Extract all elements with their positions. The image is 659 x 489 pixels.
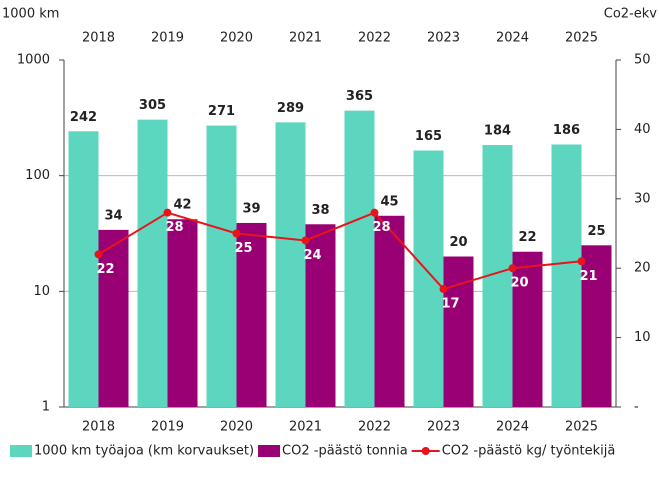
legend-label: 1000 km työajoa (km korvaukset): [34, 444, 254, 459]
bar-value-label: 38: [311, 203, 329, 218]
x-tick-label: 2023: [427, 420, 460, 435]
y2-tick-label: 20: [634, 261, 651, 276]
line-point: [94, 250, 103, 259]
line-point: [163, 208, 172, 217]
bar-value-label: 271: [208, 104, 235, 119]
y-tick-label: 1000: [17, 53, 50, 68]
line-point: [508, 264, 517, 273]
line-point: [301, 236, 310, 245]
x-top-label: 2018: [82, 31, 115, 46]
x-top-label: 2021: [289, 31, 322, 46]
line-value-label: 28: [372, 220, 390, 235]
bar: [443, 256, 474, 407]
line-value-label: 22: [96, 262, 114, 277]
legend-swatch: [258, 445, 281, 457]
line-value-label: 21: [579, 269, 597, 284]
y2-tick-label: -: [634, 400, 639, 415]
x-tick-label: 2018: [82, 420, 115, 435]
bar: [137, 119, 168, 407]
bar: [374, 215, 405, 407]
line-point: [439, 285, 448, 294]
bar: [344, 110, 375, 408]
bar: [512, 251, 543, 407]
bar: [68, 131, 99, 407]
bar: [305, 224, 336, 407]
x-top-label: 2023: [427, 31, 460, 46]
bar-value-label: 22: [518, 230, 536, 245]
y2-tick-label: 30: [634, 191, 651, 206]
x-top-label: 2025: [565, 31, 598, 46]
y-tick-label: 10: [33, 284, 50, 299]
x-tick-label: 2025: [565, 420, 598, 435]
legend-label: CO2 -päästö kg/ työntekijä: [442, 444, 616, 459]
bar-value-label: 42: [173, 198, 191, 213]
y2-tick-label: 10: [634, 330, 651, 345]
bar-value-label: 186: [553, 123, 580, 138]
bar-value-label: 365: [346, 89, 373, 104]
bar-value-label: 305: [139, 98, 166, 113]
line-point: [577, 257, 586, 266]
bar-value-label: 25: [587, 224, 605, 239]
y2-tick-label: 50: [634, 53, 651, 68]
legend-swatch: [421, 447, 430, 455]
legend-label: CO2 -päästö tonnia: [282, 444, 408, 459]
bar: [581, 245, 612, 407]
line-point: [232, 229, 241, 238]
bar-value-label: 184: [484, 124, 511, 139]
y-axis-label: 1000 km: [2, 7, 59, 22]
x-tick-label: 2021: [289, 420, 322, 435]
bar: [167, 219, 198, 407]
x-tick-label: 2019: [151, 420, 184, 435]
y2-axis-label: Co2-ekv: [604, 7, 658, 22]
bar: [551, 144, 582, 408]
bar: [206, 125, 237, 408]
line-value-label: 17: [441, 297, 459, 312]
x-tick-label: 2024: [496, 420, 529, 435]
x-tick-label: 2020: [220, 420, 253, 435]
y2-tick-label: 40: [634, 122, 651, 137]
bar-value-label: 242: [70, 110, 97, 125]
line-point: [370, 208, 379, 217]
line-value-label: 28: [165, 220, 183, 235]
x-top-label: 2020: [220, 31, 253, 46]
bar-value-label: 39: [242, 201, 260, 216]
bar: [413, 150, 444, 407]
y-tick-label: 100: [25, 168, 50, 183]
bar: [275, 122, 306, 408]
bar-value-label: 45: [380, 194, 398, 209]
legend-swatch: [10, 445, 32, 457]
x-top-label: 2022: [358, 31, 391, 46]
bar-value-label: 20: [449, 235, 467, 250]
bar: [98, 229, 129, 407]
bar-value-label: 289: [277, 101, 304, 116]
bar-value-label: 165: [415, 129, 442, 144]
line-value-label: 24: [303, 248, 321, 263]
x-top-label: 2019: [151, 31, 184, 46]
line: [97, 211, 582, 291]
bar: [236, 222, 267, 407]
x-top-label: 2024: [496, 31, 529, 46]
x-tick-label: 2022: [358, 420, 391, 435]
line-value-label: 25: [234, 241, 252, 256]
y-tick-label: 1: [42, 400, 50, 415]
line-value-label: 20: [510, 276, 528, 291]
bar-value-label: 34: [104, 208, 122, 223]
